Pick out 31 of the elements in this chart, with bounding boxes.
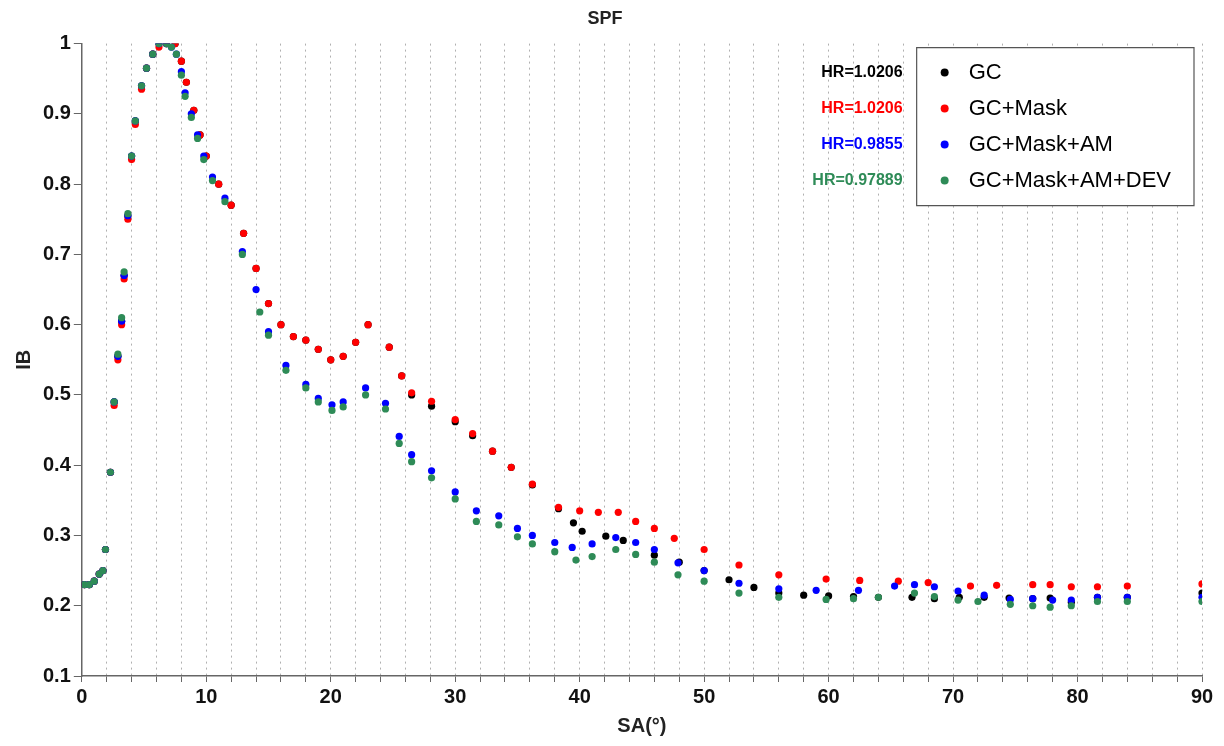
- legend-label: GC+Mask+AM+DEV: [968, 166, 1172, 192]
- annotation: HR=1.0206: [821, 63, 903, 81]
- chart-title: SPF: [587, 7, 623, 28]
- y-tick-label: 0.8: [42, 171, 71, 194]
- x-axis-title: SA(°): [617, 713, 667, 736]
- y-tick-label: 0.9: [42, 101, 71, 124]
- x-tick-label: 20: [319, 684, 342, 707]
- x-tick-label: 10: [195, 684, 218, 707]
- annotation: HR=1.0206: [821, 99, 903, 117]
- y-tick-label: 0.7: [42, 241, 71, 264]
- x-tick-label: 30: [444, 684, 467, 707]
- x-tick-label: 50: [693, 684, 716, 707]
- y-tick-label: 0.6: [42, 312, 71, 335]
- legend-label: GC+Mask: [968, 94, 1069, 120]
- x-tick-label: 0: [76, 684, 88, 707]
- y-axis-title: IB: [11, 349, 34, 370]
- y-tick-label: 0.4: [42, 452, 72, 475]
- x-tick-label: 60: [817, 684, 840, 707]
- legend-label: GC+Mask+AM: [968, 130, 1113, 156]
- x-tick-label: 70: [941, 684, 965, 707]
- legend-label: GC: [968, 58, 1002, 84]
- annotation: HR=0.97889: [812, 171, 903, 189]
- y-tick-label: 0.5: [42, 382, 71, 405]
- x-tick-label: 80: [1066, 684, 1089, 707]
- y-tick-label: 0.2: [42, 593, 71, 616]
- x-tick-label: 40: [568, 684, 591, 707]
- y-tick-label: 0.1: [42, 663, 71, 686]
- annotation: HR=0.9855: [821, 135, 903, 153]
- x-tick-label: 90: [1190, 684, 1214, 707]
- y-tick-label: 1: [59, 31, 71, 54]
- y-tick-label: 0.3: [42, 522, 71, 545]
